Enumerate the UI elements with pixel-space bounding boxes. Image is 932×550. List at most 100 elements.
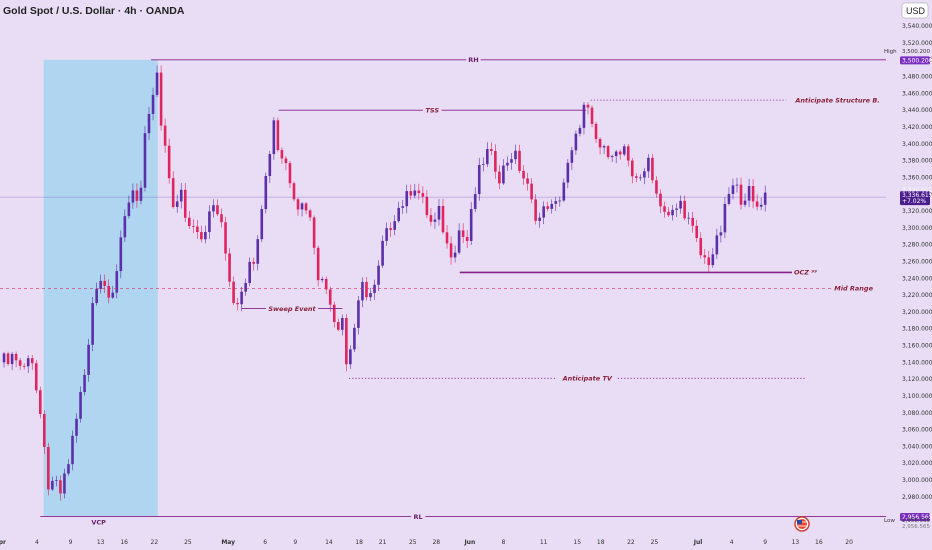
y-tick-label: 3,200.000	[902, 309, 932, 316]
candle-body	[437, 206, 441, 220]
candle-body	[683, 200, 686, 219]
y-tick-label: 2,980.000	[902, 494, 932, 501]
level-label-bg	[265, 304, 319, 314]
candle-body	[256, 239, 260, 264]
y-tick-label: 3,480.000	[902, 74, 932, 81]
candle-body	[99, 280, 102, 289]
rh-price-badge-text: 3,500.200	[902, 57, 932, 64]
candle-body	[159, 72, 163, 126]
us-flag-icon[interactable]	[794, 516, 810, 532]
candle-body	[389, 228, 392, 230]
current-price-badge	[900, 191, 930, 206]
candle-body	[586, 104, 590, 108]
candle-body	[212, 205, 215, 212]
x-tick-label: 22	[151, 539, 159, 546]
candle-body	[695, 225, 699, 239]
level-label-bg	[410, 511, 426, 521]
y-tick-label: 3,100.000	[902, 393, 932, 400]
y-tick-label: 3,540.000	[902, 23, 932, 30]
candle-body	[691, 217, 694, 226]
candle-body	[228, 253, 231, 282]
candle-body	[667, 211, 670, 216]
candle-body	[429, 215, 433, 222]
candle-body	[131, 190, 135, 203]
x-tick-label: Jun	[463, 539, 475, 546]
y-tick-label: 3,000.000	[902, 477, 932, 484]
low-value-2: 2,956.565	[902, 524, 930, 530]
candle-body	[163, 125, 167, 146]
candle-body	[469, 208, 473, 241]
candle-body	[264, 175, 268, 210]
candle-body	[55, 480, 58, 482]
candle-body	[397, 207, 400, 222]
candle-body	[196, 226, 199, 233]
candle-body	[107, 285, 111, 298]
candle-body	[453, 252, 457, 258]
vcp-label: VCP	[91, 518, 106, 526]
x-tick-label: 11	[540, 539, 548, 546]
candle-body	[643, 171, 646, 178]
candle-body	[594, 123, 598, 139]
candle-body	[316, 247, 320, 281]
candle-body	[167, 145, 171, 179]
candle-body	[304, 203, 308, 211]
candle-body	[510, 159, 513, 163]
candle-body	[135, 190, 139, 201]
y-tick-label: 3,400.000	[902, 141, 932, 148]
candle-body	[477, 164, 481, 195]
x-tick-label: 9	[69, 539, 73, 546]
candle-body	[204, 232, 207, 240]
candle-body	[743, 200, 747, 205]
candle-body	[183, 189, 187, 218]
candle-body	[490, 149, 493, 151]
candle-body	[308, 210, 312, 218]
level-label-4: Sweep Event	[268, 305, 316, 313]
level-label-bg	[556, 373, 618, 383]
candle-body	[461, 230, 465, 237]
candle-body	[30, 358, 34, 364]
candle-body	[486, 149, 489, 165]
candle-body	[179, 189, 183, 202]
price-axis[interactable]: 3,540.0003,520.0003,500.0003,480.0003,46…	[902, 23, 932, 501]
x-tick-label: 13	[97, 539, 105, 546]
candle-body	[43, 414, 46, 447]
level-label-bg	[422, 105, 442, 115]
candle-body	[345, 317, 348, 365]
candle-body	[614, 151, 618, 157]
x-tick-label: 20	[845, 539, 853, 546]
candle-body	[598, 138, 602, 148]
candle-body	[377, 265, 380, 285]
candle-body	[10, 353, 14, 364]
level-label-2: TSS	[425, 107, 439, 115]
candle-body	[393, 221, 396, 230]
candle-body	[719, 232, 723, 236]
level-label-6: Mid Range	[834, 285, 873, 293]
candle-body	[582, 104, 586, 128]
candle-body	[699, 238, 703, 256]
y-tick-label: 3,460.000	[902, 90, 932, 97]
high-value: 3,500.200	[902, 49, 930, 55]
time-axis-background	[0, 531, 886, 550]
candle-body	[566, 162, 570, 183]
candle-body	[622, 146, 626, 155]
candle-body	[244, 282, 247, 292]
candle-body	[123, 216, 127, 238]
candle-body	[409, 191, 413, 196]
low-label: Low	[884, 518, 895, 524]
high-label: High	[884, 49, 897, 55]
candle-body	[606, 146, 610, 158]
candle-body	[498, 171, 501, 184]
currency-button[interactable]: USD	[901, 2, 929, 19]
candle-body	[349, 349, 352, 365]
candle-body	[332, 304, 336, 323]
y-tick-label: 3,140.000	[902, 359, 932, 366]
candle-body	[506, 162, 509, 166]
candle-body	[747, 186, 751, 201]
time-axis[interactable]: Apr 4 9 13 16 22 25 May 6 9 14 18 21 25 28 Jun 8 11 15 18 22…	[0, 539, 853, 546]
x-tick-label: 18	[355, 539, 363, 546]
candle-body	[115, 271, 119, 293]
candle-body	[735, 184, 739, 186]
candle-body	[6, 353, 10, 364]
candle-body	[715, 235, 719, 255]
